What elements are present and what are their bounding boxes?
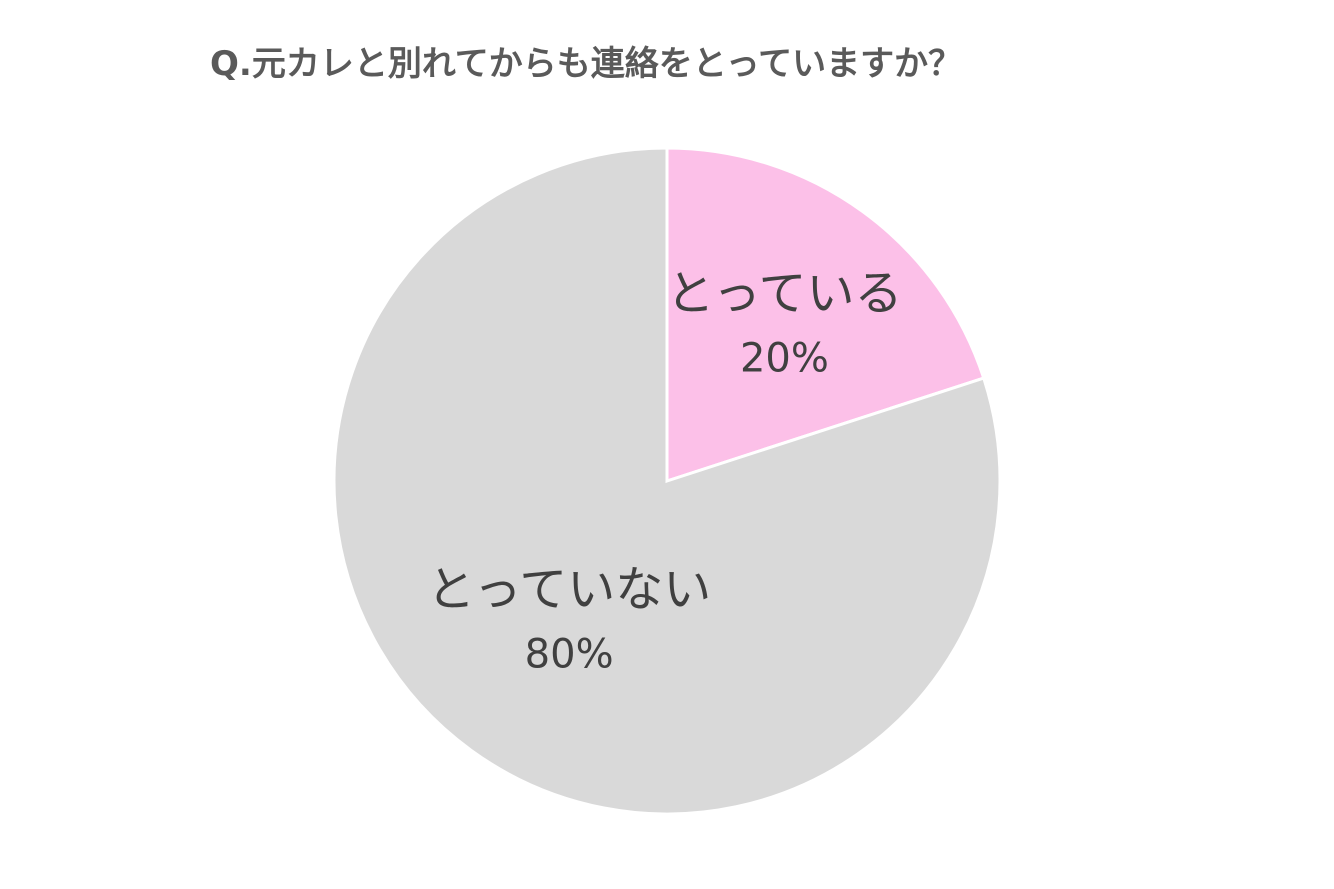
pie-labels: とっている 20% とっていない 80% bbox=[427, 265, 902, 677]
pie-slice-2 bbox=[332, 146, 1002, 816]
pie-slices bbox=[332, 146, 1002, 816]
pie-slice-1 bbox=[665, 146, 986, 484]
slice-label-1: とっている bbox=[666, 265, 902, 321]
slice-value-label-2: 80% bbox=[525, 632, 614, 678]
slice-label-2: とっていない bbox=[427, 562, 711, 618]
slice-value-label-1: 20% bbox=[740, 335, 829, 381]
chart-title: Q.元カレと別れてからも連絡をとっていますか？ bbox=[210, 44, 963, 84]
